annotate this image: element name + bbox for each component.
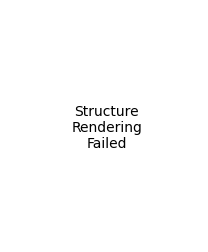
Text: Structure
Rendering
Failed: Structure Rendering Failed [71,104,142,150]
